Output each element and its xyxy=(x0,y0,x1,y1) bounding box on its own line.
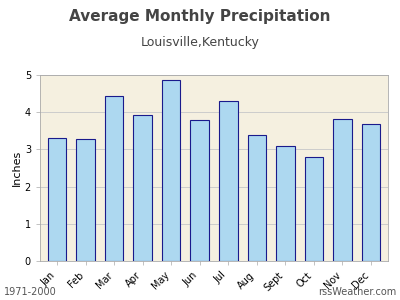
Bar xyxy=(190,120,209,261)
Bar xyxy=(162,80,180,261)
Bar xyxy=(304,157,323,261)
Text: rssWeather.com: rssWeather.com xyxy=(318,287,396,297)
Text: Louisville,Kentucky: Louisville,Kentucky xyxy=(140,36,260,49)
Y-axis label: Inches: Inches xyxy=(12,150,22,186)
Bar xyxy=(362,124,380,261)
Text: Average Monthly Precipitation: Average Monthly Precipitation xyxy=(69,9,331,24)
Bar xyxy=(105,96,124,261)
Bar xyxy=(134,115,152,261)
Bar xyxy=(219,101,238,261)
Bar xyxy=(248,134,266,261)
Bar xyxy=(76,140,95,261)
Text: 1971-2000: 1971-2000 xyxy=(4,287,57,297)
Bar xyxy=(48,138,66,261)
Bar xyxy=(276,146,294,261)
Bar xyxy=(333,119,352,261)
